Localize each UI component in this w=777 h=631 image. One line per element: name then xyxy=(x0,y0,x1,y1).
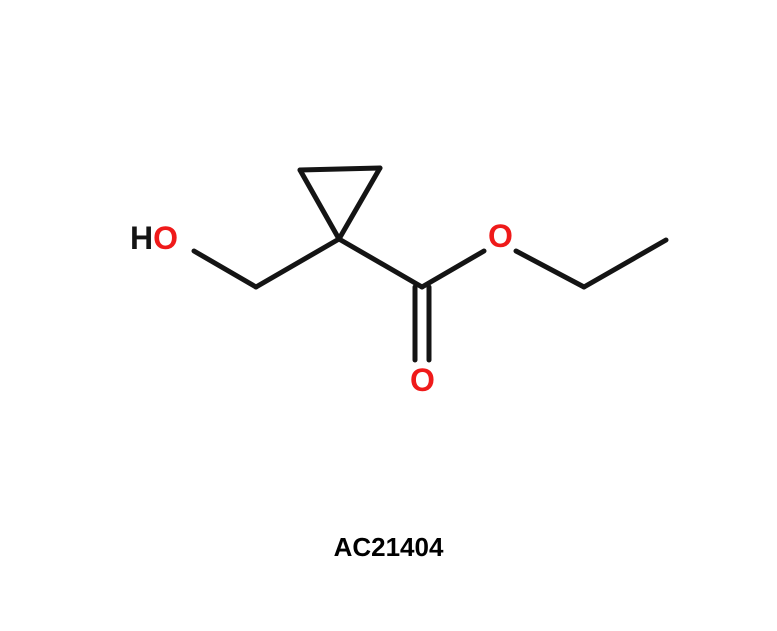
molecule-diagram: HO O O AC21404 xyxy=(0,0,777,631)
compound-id-caption: AC21404 xyxy=(0,532,777,563)
atom-o: O xyxy=(488,218,513,254)
atom-label-oh: HO xyxy=(130,222,178,254)
atom-h: H xyxy=(130,220,153,256)
atom-label-o-ester: O xyxy=(488,220,513,252)
atom-o: O xyxy=(153,220,178,256)
atom-label-o-double: O xyxy=(410,364,435,396)
atom-o: O xyxy=(410,362,435,398)
